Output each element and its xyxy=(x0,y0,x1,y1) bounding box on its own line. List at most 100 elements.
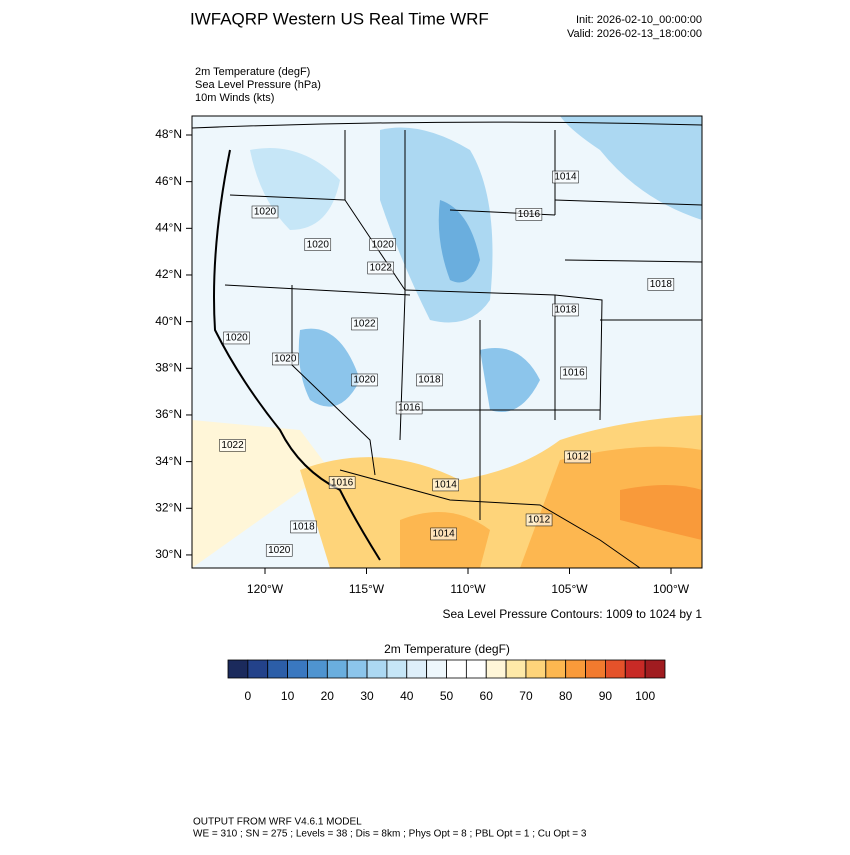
colorbar-title: 2m Temperature (degF) xyxy=(384,642,510,656)
coastline xyxy=(213,149,381,561)
contour-label: 1016 xyxy=(331,477,354,488)
field-label: 10m Winds (kts) xyxy=(195,92,274,104)
lat-tick-label: 44°N xyxy=(155,220,182,234)
contour-label-box xyxy=(272,352,299,366)
colorbar-box xyxy=(406,659,428,679)
contour-label-box xyxy=(560,366,587,380)
lat-tick-label: 38°N xyxy=(155,360,182,374)
colorbar-box xyxy=(624,659,646,679)
contour-label-box xyxy=(367,261,394,275)
lat-tick-label: 34°N xyxy=(155,454,182,468)
contour-label-box xyxy=(219,439,246,452)
colorbar-box xyxy=(644,659,666,679)
border xyxy=(291,285,376,476)
colorbar-box xyxy=(525,659,547,679)
warm-area xyxy=(520,446,702,568)
cold-area xyxy=(480,348,540,412)
lon-tick-label: 105°W xyxy=(551,582,588,596)
lat-tick-label: 40°N xyxy=(155,314,182,328)
colorbar-box xyxy=(366,659,388,679)
contour-label: 1018 xyxy=(418,375,441,386)
lat-tick-label: 36°N xyxy=(155,407,182,421)
border xyxy=(344,130,406,291)
colorbar-box xyxy=(426,659,447,679)
colorbar-box xyxy=(545,659,567,679)
colorbar-tick-label: 0 xyxy=(245,689,252,703)
cold-area xyxy=(298,328,360,407)
contour-label-box xyxy=(351,317,378,331)
footer-line: WE = 310 ; SN = 275 ; Levels = 38 ; Dis … xyxy=(193,829,587,840)
colorbar-tick-label: 40 xyxy=(400,689,414,703)
init-time: Init: 2026-02-10_00:00:00 xyxy=(576,14,702,26)
colorbar-box xyxy=(446,659,467,679)
valid-time: Valid: 2026-02-13_18:00:00 xyxy=(567,28,702,40)
colorbar-box xyxy=(585,659,606,679)
field-label: 2m Temperature (degF) xyxy=(195,66,310,78)
colorbar-box xyxy=(267,659,288,679)
contour-label: 1012 xyxy=(528,515,551,526)
lat-tick-label: 30°N xyxy=(155,547,182,561)
colorbar-box xyxy=(605,659,626,679)
border xyxy=(339,469,641,568)
contour-label-box xyxy=(328,476,356,489)
cold-area xyxy=(438,200,480,283)
warm-ocean xyxy=(192,420,330,568)
lat-tick-label: 42°N xyxy=(155,267,182,281)
contour-label: 1022 xyxy=(221,440,244,451)
contour-label: 1016 xyxy=(562,368,585,379)
contour-label-box xyxy=(395,401,423,415)
contour-note: Sea Level Pressure Contours: 1009 to 102… xyxy=(443,607,703,621)
border xyxy=(224,284,411,296)
contour-label-box xyxy=(416,373,443,387)
border xyxy=(399,130,406,441)
contour-label: 1018 xyxy=(650,279,673,290)
colorbar-tick-label: 10 xyxy=(281,689,295,703)
colorbar-box xyxy=(485,659,507,679)
contour-label: 1022 xyxy=(370,263,393,274)
colorbar-tick-label: 100 xyxy=(635,689,655,703)
contour-label: 1020 xyxy=(225,333,248,344)
contour-label: 1014 xyxy=(433,529,456,540)
colorbar-tick-label: 30 xyxy=(360,689,374,703)
borders xyxy=(192,121,702,568)
lon-tick-label: 100°W xyxy=(653,582,690,596)
colorbar-box xyxy=(505,659,527,679)
border xyxy=(229,194,346,201)
contour-label-box xyxy=(290,520,317,534)
contour-label: 1020 xyxy=(268,545,291,556)
colorbar-box xyxy=(326,659,348,679)
colorbar-tick-label: 90 xyxy=(599,689,613,703)
contour-label-box xyxy=(525,513,553,527)
colorbar-box xyxy=(465,659,487,679)
contour-label-box xyxy=(223,331,250,345)
colorbar-tick-label: 60 xyxy=(480,689,494,703)
border xyxy=(192,121,702,129)
contour-label: 1020 xyxy=(254,207,277,218)
contour-label-box xyxy=(265,544,293,557)
colorbar-box xyxy=(386,659,408,679)
contour-label-box xyxy=(552,303,579,317)
contour-label-box xyxy=(564,450,591,464)
border xyxy=(554,199,702,321)
lon-tick-label: 115°W xyxy=(349,582,385,596)
contour-label: 1014 xyxy=(554,172,577,183)
contour-label: 1018 xyxy=(554,305,577,316)
contour-label: 1022 xyxy=(353,319,376,330)
contour-label: 1012 xyxy=(566,452,589,463)
colorbar-tick-label: 70 xyxy=(519,689,533,703)
cool-area xyxy=(250,148,340,230)
contour-label-box xyxy=(647,278,675,291)
colorbar-tick-label: 50 xyxy=(440,689,454,703)
lon-tick-label: 120°W xyxy=(247,582,284,596)
colorbar-box xyxy=(565,659,586,679)
colorbar-box xyxy=(346,659,368,679)
contour-label-box xyxy=(552,170,579,184)
contour-label: 1020 xyxy=(372,239,395,250)
field-label: Sea Level Pressure (hPa) xyxy=(195,79,321,91)
contour-label: 1020 xyxy=(307,239,330,250)
lon-tick-label: 110°W xyxy=(450,582,486,596)
lat-tick-label: 46°N xyxy=(155,174,182,188)
contour-label-box xyxy=(432,478,459,492)
colorbar-tick-label: 80 xyxy=(559,689,573,703)
